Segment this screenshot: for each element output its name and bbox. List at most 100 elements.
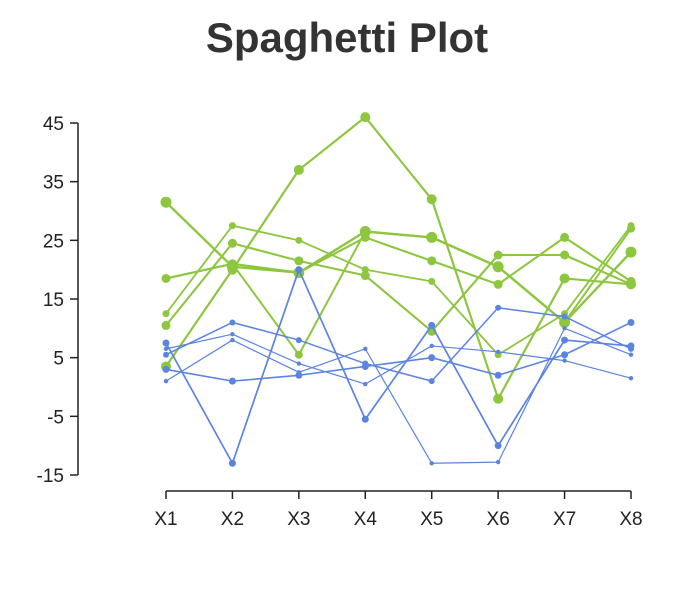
data-point bbox=[228, 259, 237, 268]
data-point bbox=[360, 271, 370, 281]
x-tick-label: X5 bbox=[420, 509, 443, 530]
y-tick-label: 35 bbox=[43, 173, 64, 194]
data-point bbox=[561, 351, 569, 359]
data-point bbox=[293, 164, 304, 175]
y-tick-label: 15 bbox=[43, 290, 64, 311]
series-line bbox=[165, 224, 632, 356]
data-point bbox=[628, 376, 634, 381]
data-point bbox=[495, 304, 502, 311]
y-axis: 45 35 25 15 5 -5 -15 bbox=[37, 114, 79, 487]
series-line bbox=[165, 321, 632, 382]
data-point bbox=[495, 459, 501, 465]
series-blue-11 bbox=[163, 326, 634, 466]
data-point bbox=[361, 266, 369, 274]
data-point bbox=[560, 318, 569, 327]
data-point bbox=[626, 279, 636, 290]
data-point bbox=[228, 377, 236, 385]
data-point bbox=[627, 318, 635, 326]
y-tick-label: 45 bbox=[43, 114, 64, 135]
data-point bbox=[161, 320, 171, 330]
data-point bbox=[162, 274, 170, 283]
data-point bbox=[493, 279, 503, 289]
data-point bbox=[429, 461, 434, 466]
data-point bbox=[559, 273, 570, 284]
data-point bbox=[628, 352, 634, 357]
data-point bbox=[296, 370, 302, 375]
series-line bbox=[165, 116, 632, 400]
data-point bbox=[296, 361, 302, 366]
series-blue-9 bbox=[162, 318, 635, 385]
series-line bbox=[165, 236, 632, 286]
data-point bbox=[560, 250, 570, 260]
series-line bbox=[165, 268, 632, 465]
data-point bbox=[163, 378, 169, 384]
x-tick-label: X7 bbox=[553, 509, 576, 530]
y-tick-label: -5 bbox=[47, 407, 64, 428]
chart-title: Spaghetti Plot bbox=[205, 14, 489, 61]
data-point bbox=[294, 256, 304, 266]
x-tick-label: X1 bbox=[154, 509, 177, 530]
data-point bbox=[428, 378, 435, 385]
series-line bbox=[165, 333, 632, 385]
data-point bbox=[428, 354, 436, 362]
data-point bbox=[426, 194, 437, 205]
data-point bbox=[628, 345, 634, 352]
y-tick-label: -15 bbox=[37, 466, 64, 487]
data-point bbox=[562, 358, 567, 363]
data-point bbox=[160, 196, 172, 208]
data-point bbox=[162, 310, 170, 318]
series-line bbox=[165, 327, 632, 464]
data-point bbox=[360, 112, 371, 123]
series-blue-10 bbox=[163, 332, 634, 387]
data-point bbox=[627, 224, 635, 233]
data-point bbox=[163, 346, 169, 352]
data-point bbox=[163, 351, 169, 358]
data-point bbox=[361, 415, 369, 423]
data-point bbox=[427, 256, 437, 266]
series-green-2 bbox=[161, 238, 636, 336]
data-point bbox=[363, 346, 368, 352]
series-green-6 bbox=[162, 224, 635, 359]
data-point bbox=[295, 337, 302, 344]
series-blue-7 bbox=[162, 266, 635, 467]
data-point bbox=[560, 232, 570, 242]
series-line bbox=[165, 228, 632, 356]
data-point bbox=[427, 233, 436, 242]
y-tick-label: 5 bbox=[53, 349, 64, 370]
data-point bbox=[162, 365, 170, 373]
data-point bbox=[295, 236, 303, 244]
x-tick-label: X4 bbox=[354, 509, 378, 530]
x-tick-label: X3 bbox=[287, 509, 310, 530]
data-point bbox=[562, 326, 567, 331]
data-point bbox=[494, 371, 502, 379]
data-point bbox=[494, 262, 503, 271]
data-point bbox=[361, 227, 370, 236]
data-point bbox=[428, 277, 436, 285]
data-point bbox=[230, 337, 235, 343]
x-tick-label: X2 bbox=[221, 509, 244, 530]
x-axis: X1 X2 X3 X4 X5 X6 X7 X8 bbox=[154, 490, 643, 530]
series-line bbox=[165, 307, 632, 382]
x-tick-label: X8 bbox=[619, 509, 642, 530]
y-tick-label: 25 bbox=[43, 231, 64, 252]
series-blue-8 bbox=[163, 304, 634, 385]
data-point bbox=[294, 350, 303, 359]
x-tick-label: X6 bbox=[487, 509, 510, 530]
data-point bbox=[429, 343, 434, 349]
data-point bbox=[625, 246, 637, 258]
data-point bbox=[494, 442, 502, 450]
data-point bbox=[162, 339, 170, 347]
data-point bbox=[228, 459, 236, 467]
data-point bbox=[493, 393, 504, 404]
data-point bbox=[361, 362, 369, 370]
series-line bbox=[165, 242, 632, 333]
data-point bbox=[227, 238, 237, 248]
data-point bbox=[493, 250, 503, 260]
data-point bbox=[495, 349, 501, 354]
data-point bbox=[295, 266, 303, 274]
data-point bbox=[561, 313, 568, 320]
data-point bbox=[228, 222, 236, 230]
data-point bbox=[428, 321, 436, 329]
data-point bbox=[229, 319, 236, 326]
